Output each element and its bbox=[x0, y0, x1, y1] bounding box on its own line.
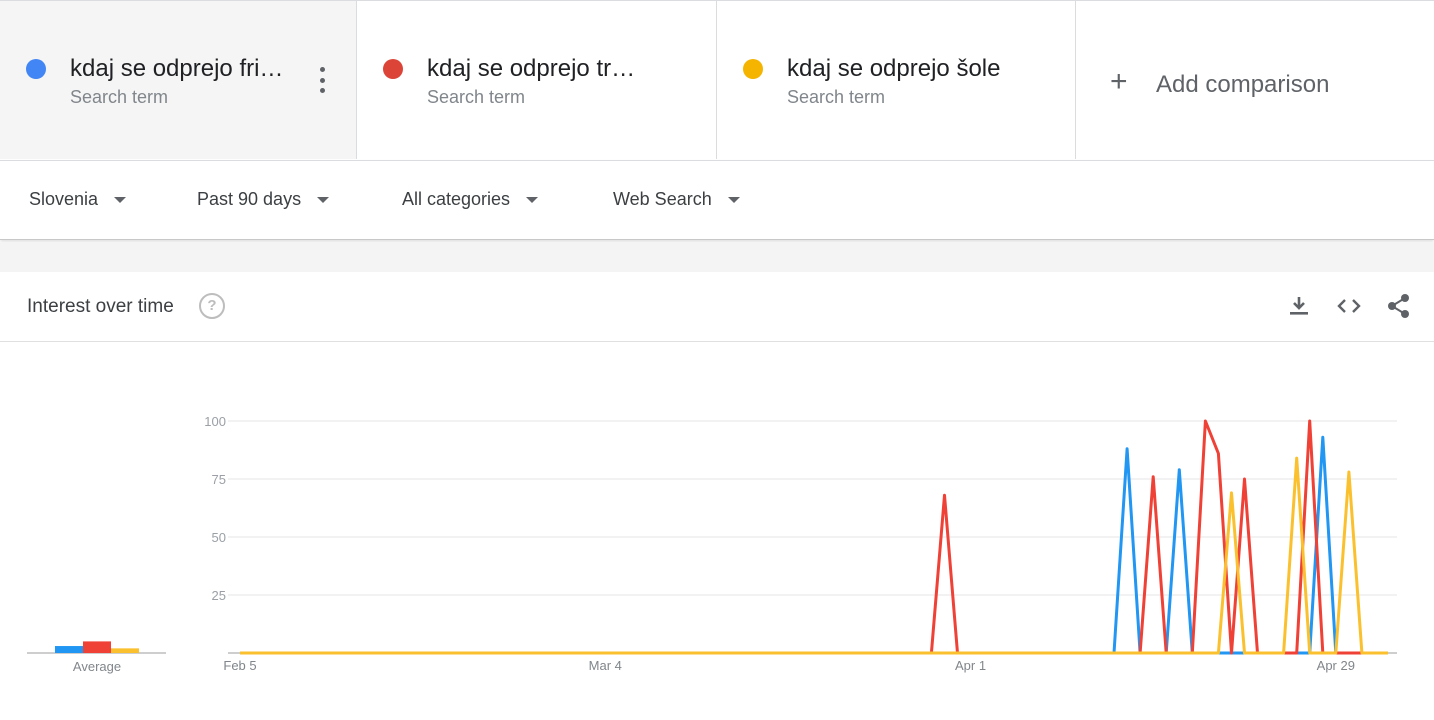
x-tick-label: Feb 5 bbox=[223, 658, 256, 673]
y-tick-label: 25 bbox=[212, 588, 226, 603]
term-color-dot-2 bbox=[383, 59, 403, 79]
series-line-1 bbox=[240, 435, 1388, 655]
filter-bar: Slovenia Past 90 days All categories Web… bbox=[0, 160, 1434, 240]
series-line-3 bbox=[240, 456, 1388, 655]
average-bar-2 bbox=[83, 641, 111, 653]
period-filter[interactable]: Past 90 days bbox=[197, 189, 330, 210]
term-card-1[interactable]: kdaj se odprejo fri… Search term bbox=[0, 1, 357, 159]
comparison-bar: kdaj se odprejo fri… Search term kdaj se… bbox=[0, 0, 1434, 160]
term-label-1: kdaj se odprejo fri… bbox=[70, 55, 284, 82]
panel-header: Interest over time ? bbox=[0, 272, 1434, 342]
search-type-filter-label: Web Search bbox=[613, 189, 712, 209]
x-tick-label: Apr 29 bbox=[1317, 658, 1355, 673]
term-label-3: kdaj se odprejo šole bbox=[787, 55, 1001, 82]
add-comparison-button[interactable]: + Add comparison bbox=[1076, 1, 1434, 159]
term-sub-3: Search term bbox=[787, 87, 886, 107]
term-sub-1: Search term bbox=[70, 87, 169, 107]
average-label: Average bbox=[73, 659, 121, 674]
chevron-down-icon bbox=[114, 196, 127, 203]
download-icon[interactable] bbox=[1285, 292, 1313, 320]
term-label-2: kdaj se odprejo trg… bbox=[427, 55, 647, 82]
add-comparison-label: Add comparison bbox=[1156, 71, 1330, 98]
help-icon[interactable]: ? bbox=[199, 293, 225, 319]
x-tick-label: Apr 1 bbox=[955, 658, 986, 673]
term-color-dot-3 bbox=[743, 59, 763, 79]
share-icon[interactable] bbox=[1385, 292, 1413, 320]
interest-chart: 100 75 50 25 Feb 5 Mar 4 Apr 1 Apr 29 Average bbox=[27, 414, 1397, 674]
term-card-3[interactable]: kdaj se odprejo šole Search term bbox=[717, 1, 1076, 159]
interest-over-time-panel: Interest over time ? 100 75 50 25 Feb 5 Mar 4… bbox=[0, 272, 1434, 715]
category-filter-label: All categories bbox=[402, 189, 511, 209]
plus-icon: + bbox=[1110, 65, 1128, 98]
section-divider bbox=[0, 242, 1434, 272]
chevron-down-icon bbox=[317, 196, 330, 203]
term-sub-2: Search term bbox=[427, 87, 526, 107]
more-vert-icon[interactable] bbox=[314, 67, 330, 93]
y-tick-label: 100 bbox=[204, 414, 226, 429]
average-bar-3 bbox=[111, 648, 139, 653]
region-filter[interactable]: Slovenia bbox=[29, 189, 127, 210]
embed-code-icon[interactable] bbox=[1335, 292, 1363, 320]
chart-area: 100 75 50 25 Feb 5 Mar 4 Apr 1 Apr 29 Average bbox=[0, 342, 1434, 715]
search-type-filter[interactable]: Web Search bbox=[613, 189, 740, 210]
term-color-dot-1 bbox=[26, 59, 46, 79]
period-filter-label: Past 90 days bbox=[197, 189, 302, 209]
y-tick-label: 75 bbox=[212, 472, 226, 487]
panel-title: Interest over time bbox=[27, 296, 174, 317]
region-filter-label: Slovenia bbox=[29, 189, 99, 209]
average-bar-1 bbox=[55, 646, 83, 653]
x-tick-label: Mar 4 bbox=[589, 658, 622, 673]
y-tick-label: 50 bbox=[212, 530, 226, 545]
term-card-2[interactable]: kdaj se odprejo trg… Search term bbox=[357, 1, 717, 159]
chevron-down-icon bbox=[727, 196, 740, 203]
category-filter[interactable]: All categories bbox=[402, 189, 539, 210]
chevron-down-icon bbox=[526, 196, 539, 203]
